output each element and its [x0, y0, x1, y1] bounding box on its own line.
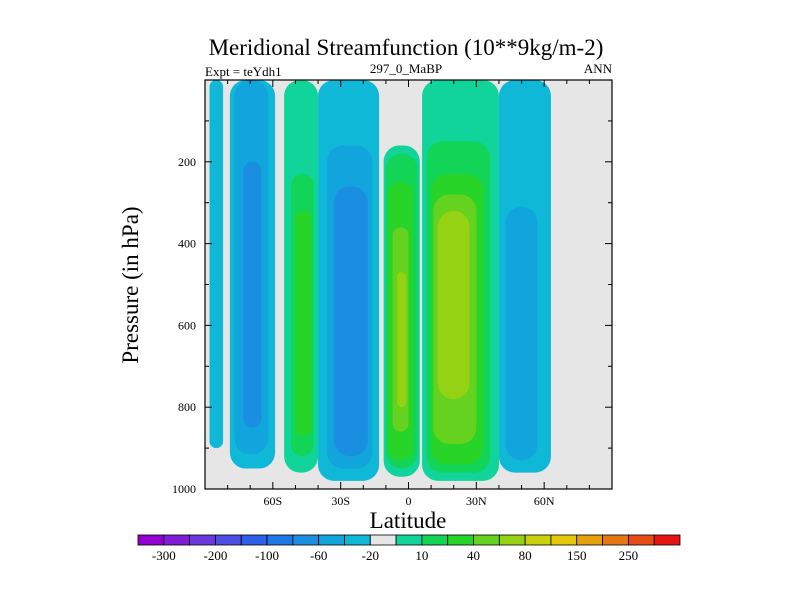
- colorbar-label: 150: [567, 548, 587, 563]
- x-tick-label: 30N: [466, 494, 487, 508]
- colorbar-label: -300: [152, 548, 176, 563]
- season-label: ANN: [584, 61, 613, 76]
- x-axis: 60S 30S 0 30N 60N: [227, 80, 590, 508]
- colorbar-box: [318, 534, 345, 546]
- colorbar-box: [421, 534, 449, 546]
- colorbar-box: [215, 534, 242, 546]
- contour-cells: [209, 80, 551, 481]
- colorbar-box: [240, 534, 268, 546]
- sh-polar-cell: [209, 80, 224, 449]
- y-tick-label: 1000: [172, 482, 196, 496]
- colorbar-label: 250: [619, 548, 639, 563]
- colorbar-box: [498, 534, 526, 546]
- y-tick-label: 600: [178, 318, 196, 332]
- sh-ferrel-neg-cell: [229, 80, 276, 469]
- colorbar-label: 40: [467, 548, 480, 563]
- colorbar-box: [163, 534, 191, 546]
- nh-ferrel-cell: [498, 80, 551, 473]
- nh-hadley-east-cell: [422, 80, 499, 481]
- x-axis-label: Latitude: [370, 508, 447, 533]
- colorbar-box: [447, 534, 474, 546]
- colorbar: -300 -200 -100 -60 -20 10 40 80 150 250: [137, 534, 681, 563]
- colorbar-box: [395, 534, 423, 546]
- y-axis: 200 400 600 800 1000: [172, 120, 612, 496]
- colorbar-box: [602, 534, 629, 546]
- colorbar-label: 10: [415, 548, 428, 563]
- x-tick-label: 60S: [263, 494, 282, 508]
- colorbar-box: [344, 534, 371, 546]
- y-tick-label: 800: [178, 400, 196, 414]
- sh-ferrel-pos-cell: [284, 80, 319, 473]
- y-axis-label: Pressure (in hPa): [118, 206, 143, 363]
- colorbar-box: [292, 534, 320, 546]
- y-tick-label: 400: [178, 237, 196, 251]
- nh-hadley-east-cell-level-4: [437, 210, 470, 400]
- colorbar-box: [627, 534, 655, 546]
- colorbar-box: [550, 534, 578, 546]
- experiment-label: Expt = teYdh1: [205, 64, 282, 79]
- sh-hadley-cell: [318, 80, 380, 481]
- colorbar-box: [473, 534, 500, 546]
- colorbar-box: [524, 534, 552, 546]
- y-tick-label: 200: [178, 155, 196, 169]
- sh-ferrel-neg-cell-level-2: [243, 161, 262, 428]
- x-tick-label: 60N: [534, 494, 555, 508]
- sh-ferrel-pos-cell-level-2: [295, 210, 312, 436]
- colorbar-box: [369, 534, 397, 546]
- x-tick-label: 0: [406, 494, 412, 508]
- sh-hadley-cell-level-2: [333, 186, 368, 457]
- colorbar-label: 80: [519, 548, 532, 563]
- colorbar-box: [266, 534, 294, 546]
- colorbar-box: [189, 534, 216, 546]
- chart-title: Meridional Streamfunction (10**9kg/m-2): [209, 35, 604, 60]
- nh-hadley-west-cell-level-4: [397, 272, 407, 408]
- nh-ferrel-cell-level-1: [505, 206, 538, 461]
- colorbar-box: [137, 534, 165, 546]
- colorbar-box: [653, 534, 681, 546]
- colorbar-label: -200: [204, 548, 228, 563]
- colorbar-label: -60: [310, 548, 327, 563]
- x-tick-label: 30S: [331, 494, 350, 508]
- period-label: 297_0_MaBP: [370, 61, 442, 76]
- colorbar-label: -100: [255, 548, 279, 563]
- colorbar-label: -20: [362, 548, 379, 563]
- nh-hadley-west-cell: [383, 145, 420, 477]
- sh-polar-cell-level-0: [209, 80, 224, 449]
- colorbar-box: [576, 534, 603, 546]
